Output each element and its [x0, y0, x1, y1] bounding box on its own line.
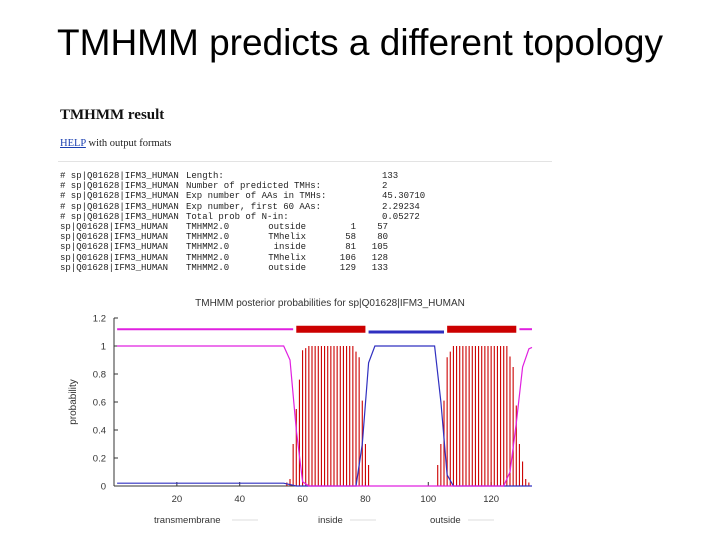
prediction-method: TMHMM2.0: [186, 252, 230, 263]
prediction-end: 57: [377, 221, 388, 232]
x-tick-label: 60: [297, 494, 308, 505]
summary-line: # sp|Q01628|IFM3_HUMAN Exp number of AAs …: [60, 191, 540, 201]
summary-id: # sp|Q01628|IFM3_HUMAN: [60, 191, 179, 202]
prediction-end: 128: [371, 252, 388, 263]
prediction-end: 133: [371, 262, 388, 273]
prediction-id: sp|Q01628|IFM3_HUMAN: [60, 221, 169, 232]
summary-label: Exp number, first 60 AAs:: [186, 201, 322, 212]
summary-label: Total prob of N-in:: [186, 211, 289, 222]
summary-label: Length:: [186, 171, 224, 181]
prediction-location: TMhelix: [268, 252, 306, 263]
y-axis-label: probability: [68, 379, 79, 425]
x-tick-label: 40: [234, 494, 245, 505]
page-heading: TMHMM result: [60, 107, 165, 123]
prediction-method: TMHMM2.0: [186, 232, 230, 243]
summary-value: 2.29234: [382, 201, 420, 212]
prediction-location: TMhelix: [268, 232, 306, 243]
legend: transmembrane inside outside: [154, 515, 494, 526]
help-row: HELP with output formats: [60, 138, 171, 149]
summary-line: # sp|Q01628|IFM3_HUMAN Exp number, first …: [60, 202, 540, 212]
x-tick-label: 80: [360, 494, 371, 505]
prediction-id: sp|Q01628|IFM3_HUMAN: [60, 252, 169, 263]
summary-id: # sp|Q01628|IFM3_HUMAN: [60, 171, 179, 181]
summary-value: 0.05272: [382, 211, 420, 222]
plot-area: 0 0.2 0.4 0.6 0.8 1 1.2 20 40 60 80 100 120: [93, 314, 533, 505]
divider: [58, 161, 552, 162]
prediction-method: TMHMM2.0: [186, 242, 230, 253]
y-tick-label: 1: [101, 342, 106, 353]
prediction-end: 105: [371, 242, 388, 253]
summary-value: 2: [382, 181, 388, 192]
prediction-row: sp|Q01628|IFM3_HUMAN TMHMM2.0 outside 129 13…: [60, 263, 540, 273]
summary-value: 133: [382, 171, 399, 181]
slide-title: TMHMM predicts a different topology: [57, 22, 663, 63]
x-tick-label: 100: [420, 494, 436, 505]
chart-title: TMHMM posterior probabilities for sp|Q01…: [195, 298, 465, 309]
legend-label-transmembrane: transmembrane: [154, 515, 221, 526]
prediction-start: 1: [350, 221, 356, 232]
y-tick-label: 0.6: [93, 398, 106, 409]
help-link[interactable]: HELP: [60, 138, 86, 149]
prediction-location: inside: [273, 242, 306, 253]
legend-label-outside: outside: [430, 515, 461, 526]
prediction-row: sp|Q01628|IFM3_HUMAN TMHMM2.0 TMhelix 106 12…: [60, 253, 540, 263]
prediction-location: outside: [268, 221, 306, 232]
y-tick-label: 1.2: [93, 314, 106, 325]
y-tick-label: 0: [101, 482, 106, 493]
summary-line: # sp|Q01628|IFM3_HUMAN Length: 133: [60, 171, 540, 181]
summary-label: Number of predicted TMHs:: [186, 181, 322, 192]
legend-label-inside: inside: [318, 515, 343, 526]
x-tick-label: 20: [172, 494, 183, 505]
prediction-start: 58: [345, 232, 356, 243]
summary-value: 45.30710: [382, 191, 426, 202]
series-inside-line: [117, 345, 532, 487]
summary-line: # sp|Q01628|IFM3_HUMAN Number of predicte…: [60, 181, 540, 191]
prediction-id: sp|Q01628|IFM3_HUMAN: [60, 262, 169, 273]
prediction-method: TMHMM2.0: [186, 262, 230, 273]
tmhmm-output: # sp|Q01628|IFM3_HUMAN Length: 133 # sp|Q0…: [60, 171, 540, 273]
prediction-id: sp|Q01628|IFM3_HUMAN: [60, 232, 169, 243]
prediction-location: outside: [268, 262, 306, 273]
prediction-row: sp|Q01628|IFM3_HUMAN TMHMM2.0 inside 81 105: [60, 242, 540, 252]
prediction-method: TMHMM2.0: [186, 221, 230, 232]
prediction-start: 106: [339, 252, 356, 263]
prediction-start: 129: [339, 262, 356, 273]
summary-line: # sp|Q01628|IFM3_HUMAN Total prob of N-in…: [60, 212, 540, 222]
y-tick-label: 0.4: [93, 426, 106, 437]
prediction-end: 80: [377, 232, 388, 243]
summary-id: # sp|Q01628|IFM3_HUMAN: [60, 211, 179, 222]
summary-id: # sp|Q01628|IFM3_HUMAN: [60, 201, 179, 212]
prediction-id: sp|Q01628|IFM3_HUMAN: [60, 242, 169, 253]
y-tick-label: 0.8: [93, 370, 106, 381]
series-outside-line: [117, 345, 533, 487]
prediction-start: 81: [345, 242, 356, 253]
y-tick-label: 0.2: [93, 454, 106, 465]
summary-id: # sp|Q01628|IFM3_HUMAN: [60, 181, 179, 192]
prediction-row: sp|Q01628|IFM3_HUMAN TMHMM2.0 TMhelix 58 80: [60, 232, 540, 242]
help-suffix: with output formats: [85, 138, 172, 149]
summary-label: Exp number of AAs in TMHs:: [186, 191, 327, 202]
x-tick-label: 120: [483, 494, 499, 505]
prediction-row: sp|Q01628|IFM3_HUMAN TMHMM2.0 outside 1 57: [60, 222, 540, 232]
